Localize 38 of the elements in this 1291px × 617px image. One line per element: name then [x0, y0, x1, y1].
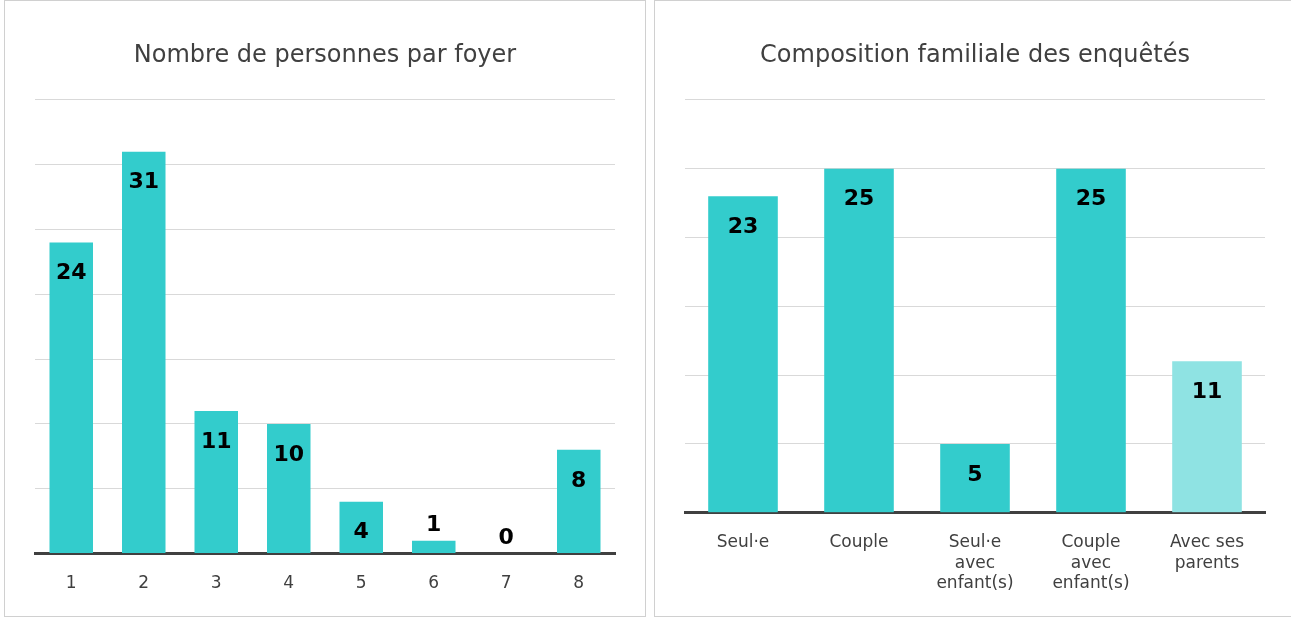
- bar: [824, 168, 894, 513]
- bar: [267, 423, 311, 554]
- data-label: 5: [967, 460, 983, 486]
- data-label: 25: [843, 185, 875, 211]
- data-label: 8: [571, 466, 587, 492]
- x-tick-label: 2: [138, 572, 150, 593]
- data-label: 23: [727, 212, 759, 238]
- x-tick-label: 6: [428, 572, 440, 593]
- x-tick-label: Couple avec enfant(s): [1052, 531, 1130, 593]
- data-label: 0: [498, 524, 514, 550]
- bar: [940, 443, 1010, 513]
- bar: [557, 449, 601, 554]
- x-tick-label: 8: [573, 572, 585, 593]
- x-tick-label: Avec ses parents: [1169, 531, 1245, 572]
- bar: [708, 196, 778, 513]
- bar: [339, 501, 383, 554]
- x-tick-label: Couple: [829, 531, 889, 552]
- bar: [1172, 361, 1242, 513]
- x-tick-label: 1: [65, 572, 77, 593]
- data-label: 31: [128, 168, 160, 194]
- data-label: 24: [55, 259, 87, 285]
- data-label: 11: [1191, 378, 1223, 404]
- x-tick-label: 3: [210, 572, 222, 593]
- x-tick-label: Seul·e: [716, 531, 770, 552]
- x-tick-label: 5: [355, 572, 367, 593]
- data-label: 25: [1075, 185, 1107, 211]
- chart-title: Composition familiale des enquêtés: [760, 39, 1190, 68]
- chart-title: Nombre de personnes par foyer: [133, 39, 517, 68]
- x-tick-label: 7: [500, 572, 512, 593]
- data-label: 10: [273, 440, 305, 466]
- x-tick-label: Seul·e avec enfant(s): [936, 531, 1014, 593]
- bar: [122, 151, 166, 554]
- data-label: 11: [200, 427, 232, 453]
- bar: [194, 410, 238, 554]
- x-tick-label: 4: [283, 572, 295, 593]
- bar: [412, 540, 456, 554]
- bar: [1056, 168, 1126, 513]
- bar: [49, 242, 93, 554]
